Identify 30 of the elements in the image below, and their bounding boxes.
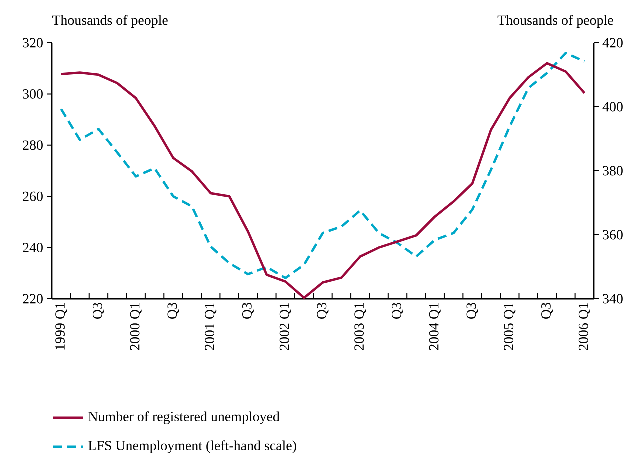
x-tick-label: 2002 Q1 [280,303,292,350]
legend-label: Number of registered unemployed [88,412,280,424]
x-tick-label: 2001 Q1 [205,303,217,350]
y-tick-label: 220 [23,294,43,304]
x-tick-label: Q3 [92,303,104,319]
x-tick-label: Q3 [168,303,180,319]
y-tick-label: 320 [23,38,43,48]
x-tick-label: 1999 Q1 [56,303,68,350]
legend-label: LFS Unemployment (left-hand scale) [88,440,296,454]
x-tick-label: Q3 [466,303,478,319]
y2-tick-label: 400 [602,102,623,112]
y2-tick-label: 420 [602,38,623,48]
y2-tick-label: 340 [603,294,623,304]
x-tick-label: 2006 Q1 [578,303,590,350]
y-tick-label: 300 [23,89,43,99]
y-tick-label: 260 [23,192,43,202]
x-tick-label: 2004 Q1 [429,303,441,350]
x-tick-label: 2003 Q1 [354,303,366,350]
x-tick-label: Q3 [242,303,254,319]
x-tick-label: 2005 Q1 [504,303,516,350]
x-tick-label: Q3 [392,303,404,319]
y2-axis-title: Thousands of people [498,15,614,28]
y-tick-label: 280 [23,140,43,150]
y-tick-label: 240 [23,243,43,253]
x-tick-label: Q3 [542,303,554,319]
x-tick-label: Q3 [317,303,329,319]
y2-tick-label: 360 [603,230,623,240]
y2-tick-label: 380 [603,166,623,176]
x-tick-label: 2000 Q1 [130,303,142,350]
y-axis-title: Thousands of people [52,15,168,28]
